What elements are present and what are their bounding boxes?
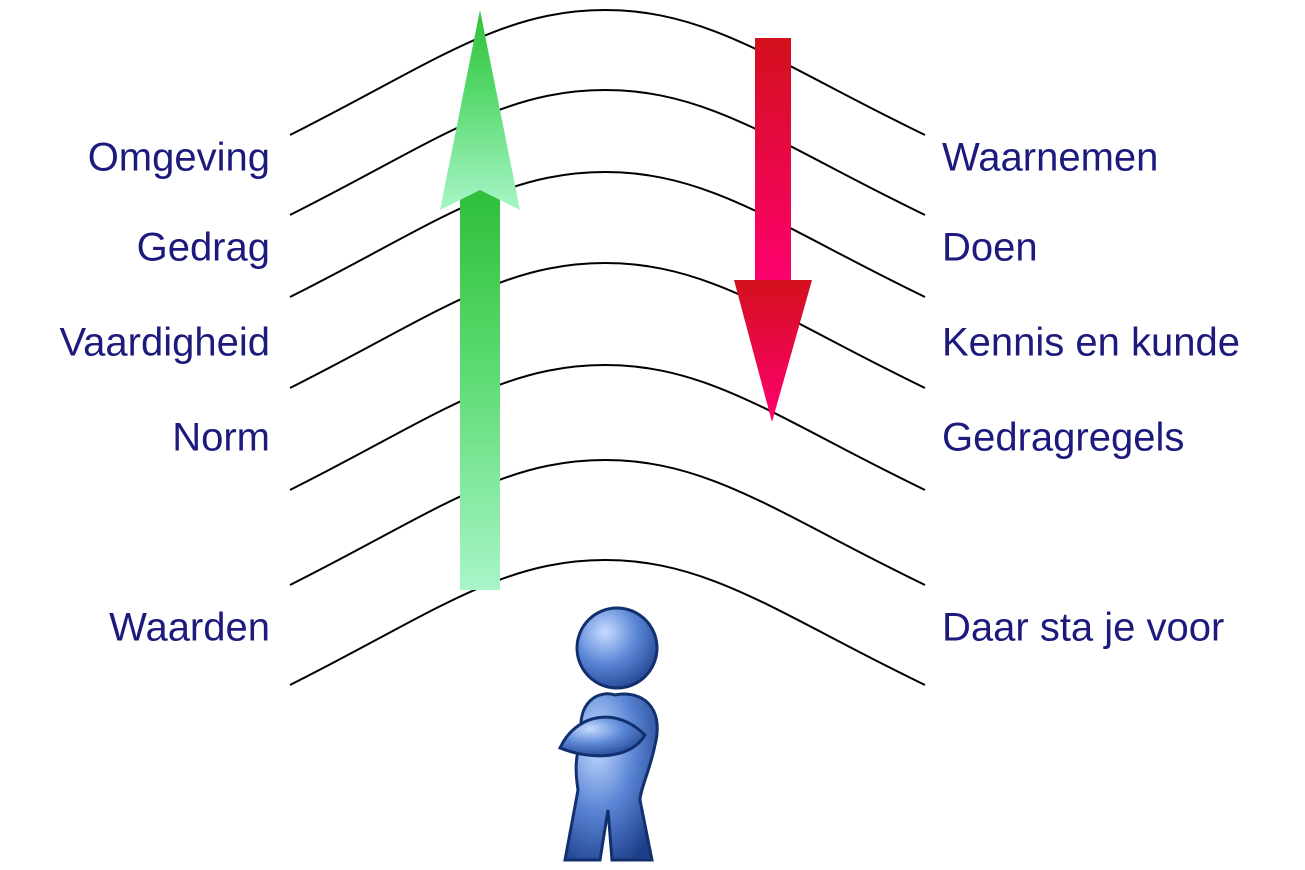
- curve: [290, 10, 925, 135]
- diagram: Omgeving Gedrag Vaardigheid Norm Waarden…: [0, 0, 1305, 870]
- left-label: Gedrag: [137, 226, 270, 270]
- right-label: Kennis en kunde: [942, 321, 1240, 365]
- left-label: Omgeving: [88, 136, 270, 180]
- left-label: Vaardigheid: [59, 321, 270, 365]
- right-label: Waarnemen: [942, 136, 1158, 180]
- down-arrow: [734, 38, 812, 422]
- right-labels: Waarnemen Doen Kennis en kunde Gedragreg…: [942, 136, 1240, 650]
- left-labels: Omgeving Gedrag Vaardigheid Norm Waarden: [59, 136, 270, 650]
- curve: [290, 172, 925, 297]
- up-arrow: [440, 10, 520, 590]
- curve: [290, 90, 925, 215]
- curves: [290, 10, 925, 685]
- person-icon: [560, 608, 657, 860]
- left-label: Waarden: [109, 606, 270, 650]
- right-label: Doen: [942, 226, 1038, 270]
- right-label: Daar sta je voor: [942, 606, 1224, 650]
- curve: [290, 365, 925, 490]
- curve: [290, 263, 925, 388]
- curve: [290, 460, 925, 585]
- right-label: Gedragregels: [942, 416, 1184, 460]
- left-label: Norm: [172, 416, 270, 460]
